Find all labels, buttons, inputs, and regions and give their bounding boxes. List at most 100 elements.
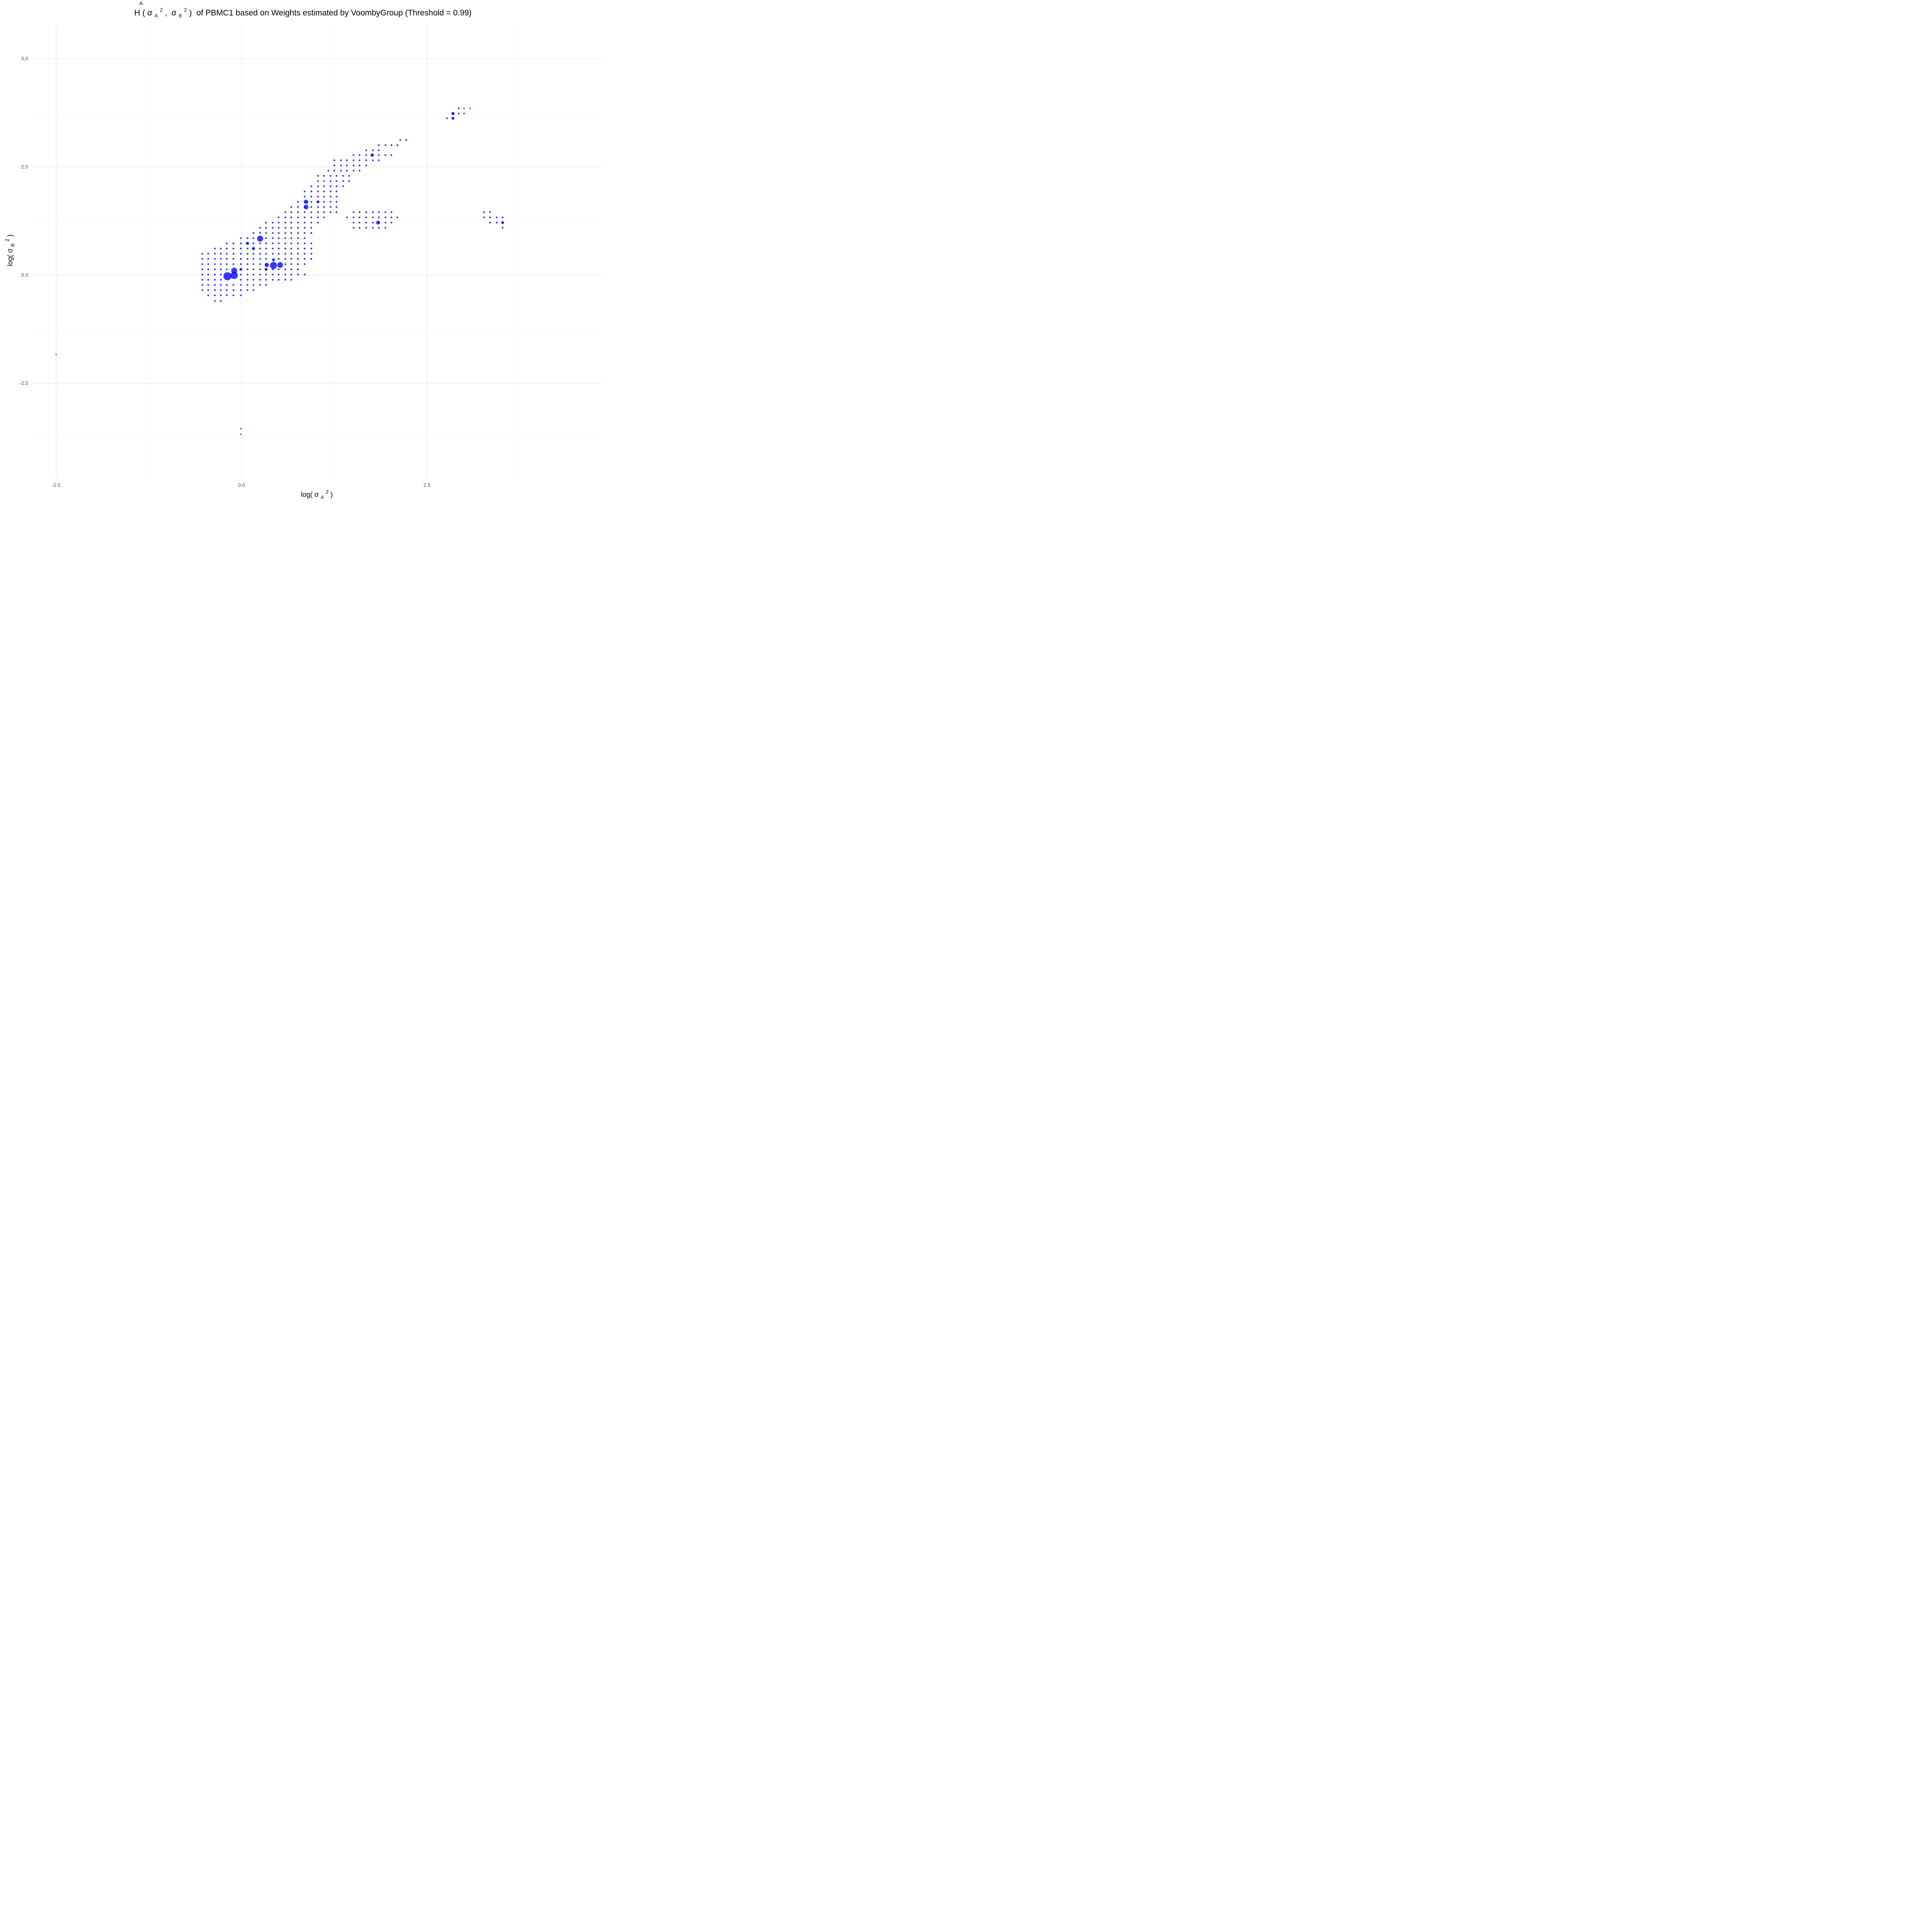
scatter-point xyxy=(365,211,367,213)
y-tick-label: 0.0 xyxy=(21,272,28,278)
scatter-point xyxy=(384,154,386,156)
scatter-point xyxy=(230,272,238,279)
scatter-point xyxy=(284,279,286,281)
y-axis-sup: 2 xyxy=(4,239,10,242)
scatter-point xyxy=(272,247,274,250)
scatter-point xyxy=(201,274,203,276)
scatter-point xyxy=(297,253,299,255)
scatter-point xyxy=(340,170,342,172)
scatter-point xyxy=(297,211,299,213)
scatter-point xyxy=(316,200,320,204)
scatter-point xyxy=(346,159,348,162)
title-rest: of PBMC1 based on Weights estimated by V… xyxy=(196,9,471,17)
scatter-point xyxy=(272,221,274,224)
scatter-point xyxy=(327,170,330,172)
scatter-point xyxy=(239,268,242,271)
scatter-point xyxy=(252,232,255,234)
scatter-point xyxy=(207,284,209,286)
scatter-point xyxy=(272,227,274,229)
scatter-point xyxy=(226,258,228,260)
scatter-point xyxy=(310,232,312,234)
scatter-point xyxy=(284,258,286,260)
scatter-point xyxy=(384,144,386,146)
scatter-point xyxy=(277,247,280,250)
scatter-point xyxy=(297,258,299,260)
scatter-point xyxy=(303,242,306,245)
scatter-point xyxy=(259,247,261,250)
scatter-point xyxy=(265,258,267,260)
scatter-point xyxy=(323,196,325,198)
scatter-point xyxy=(310,211,312,213)
scatter-point xyxy=(284,274,286,276)
scatter-point xyxy=(297,274,299,276)
scatter-point xyxy=(247,258,248,260)
scatter-point xyxy=(252,274,255,276)
scatter-point xyxy=(446,117,448,119)
scatter-point xyxy=(323,180,325,182)
scatter-point xyxy=(365,154,367,156)
scatter-point xyxy=(284,237,286,239)
scatter-point xyxy=(352,164,355,167)
scatter-point xyxy=(284,227,286,229)
scatter-point xyxy=(240,274,242,276)
scatter-point xyxy=(220,258,222,260)
scatter-point xyxy=(346,216,348,218)
scatter-point xyxy=(330,201,332,203)
scatter-point xyxy=(317,206,319,208)
scatter-point xyxy=(396,216,398,218)
scatter-point xyxy=(232,253,235,255)
scatter-point xyxy=(304,204,309,209)
scatter-point xyxy=(290,232,293,234)
scatter-point xyxy=(303,247,306,250)
scatter-point xyxy=(483,211,485,213)
scatter-point xyxy=(247,247,248,250)
scatter-point xyxy=(317,196,319,198)
scatter-point xyxy=(259,284,261,286)
scatter-point xyxy=(220,268,222,270)
scatter-point xyxy=(247,268,248,270)
scatter-point xyxy=(335,211,338,213)
scatter-point xyxy=(303,258,306,260)
scatter-point xyxy=(384,221,386,224)
scatter-point xyxy=(290,221,293,224)
scatter-point xyxy=(330,190,332,192)
scatter-point xyxy=(220,300,222,302)
scatter-point xyxy=(333,170,335,172)
scatter-point xyxy=(489,221,491,224)
scatter-point xyxy=(359,216,361,218)
scatter-point xyxy=(247,263,248,265)
scatter-point xyxy=(201,284,203,286)
scatter-point xyxy=(259,242,261,245)
scatter-point xyxy=(252,268,255,270)
scatter-point xyxy=(405,139,407,141)
scatter-point xyxy=(220,294,222,296)
scatter-point xyxy=(310,196,312,198)
scatter-point xyxy=(359,170,361,172)
scatter-point xyxy=(323,206,325,208)
scatter-point xyxy=(201,263,203,265)
scatter-point xyxy=(370,153,374,157)
scatter-point xyxy=(330,180,332,182)
x-tick-label: 0.0 xyxy=(238,482,245,488)
scatter-point xyxy=(201,289,203,291)
scatter-point xyxy=(207,253,209,255)
scatter-point xyxy=(226,289,228,291)
scatter-point xyxy=(201,268,203,270)
scatter-point xyxy=(323,211,325,213)
scatter-point xyxy=(272,237,274,239)
scatter-point xyxy=(359,164,361,167)
scatter-point xyxy=(252,253,255,255)
axis-ticks: -2.5 0.0 2.5 -2.5 0.0 2.5 5.0 xyxy=(20,56,430,488)
scatter-point xyxy=(240,237,242,239)
scatter-point xyxy=(333,159,335,162)
scatter-point xyxy=(226,294,228,296)
scatter-point xyxy=(378,227,380,229)
scatter-point xyxy=(55,354,57,355)
scatter-point xyxy=(277,232,280,234)
scatter-point xyxy=(240,284,242,286)
scatter-point xyxy=(226,284,228,286)
title-sup-a: 2 xyxy=(160,7,163,13)
x-axis-prefix: log( xyxy=(301,491,313,498)
scatter-point xyxy=(247,284,248,286)
title-comma: , xyxy=(165,9,167,17)
